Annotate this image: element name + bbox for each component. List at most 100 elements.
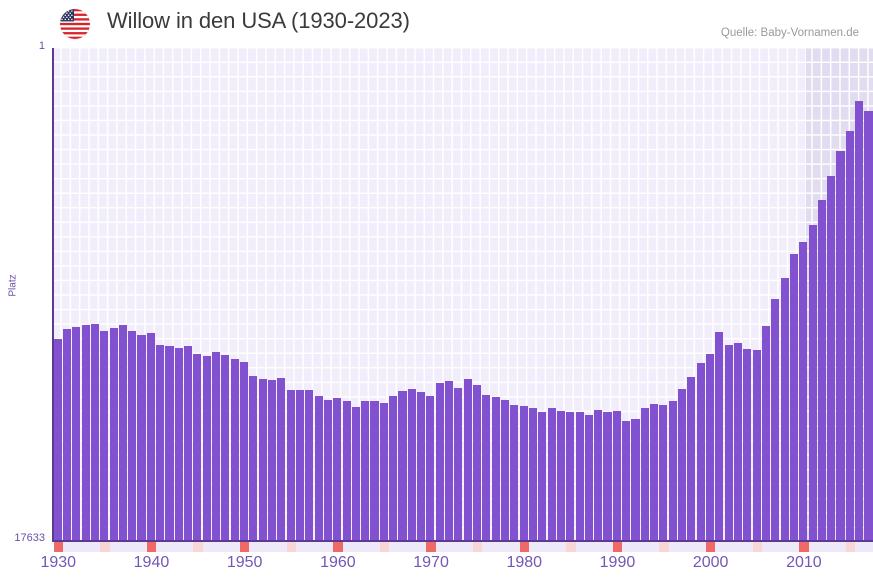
bar[interactable] bbox=[519, 406, 528, 542]
bar[interactable] bbox=[650, 404, 659, 542]
bar[interactable] bbox=[761, 326, 770, 542]
bar[interactable] bbox=[379, 403, 388, 542]
bar[interactable] bbox=[715, 332, 724, 542]
bar[interactable] bbox=[230, 359, 239, 542]
bar[interactable] bbox=[333, 398, 342, 542]
bar[interactable] bbox=[72, 327, 81, 542]
bar[interactable] bbox=[128, 331, 137, 542]
bar[interactable] bbox=[212, 352, 221, 542]
bar[interactable] bbox=[165, 346, 174, 542]
bar[interactable] bbox=[612, 411, 621, 542]
x-axis-tick-label: 1980 bbox=[506, 554, 543, 571]
bar[interactable] bbox=[733, 343, 743, 542]
bar[interactable] bbox=[817, 200, 826, 542]
bar[interactable] bbox=[566, 412, 575, 542]
bar[interactable] bbox=[463, 379, 472, 542]
bar[interactable] bbox=[62, 329, 71, 542]
x-axis-tick-minor bbox=[445, 542, 455, 552]
bar[interactable] bbox=[845, 131, 854, 542]
bar[interactable] bbox=[156, 345, 165, 542]
bar[interactable] bbox=[323, 400, 332, 542]
bar[interactable] bbox=[864, 111, 873, 542]
bar[interactable] bbox=[780, 278, 789, 542]
bar[interactable] bbox=[174, 348, 183, 542]
bar[interactable] bbox=[249, 376, 258, 542]
bar[interactable] bbox=[808, 225, 817, 542]
bar[interactable] bbox=[137, 335, 146, 542]
bar[interactable] bbox=[370, 401, 379, 542]
bar[interactable] bbox=[118, 325, 127, 542]
x-axis-tick-minor bbox=[743, 542, 753, 552]
bar[interactable] bbox=[836, 151, 845, 542]
bar[interactable] bbox=[547, 408, 556, 542]
bar[interactable] bbox=[789, 254, 798, 542]
bar[interactable] bbox=[53, 339, 62, 542]
bar[interactable] bbox=[743, 349, 752, 542]
bar[interactable] bbox=[500, 400, 510, 542]
bar[interactable] bbox=[90, 324, 99, 542]
x-axis-tick-minor bbox=[202, 542, 213, 552]
bar[interactable] bbox=[678, 389, 687, 542]
bar[interactable] bbox=[286, 390, 295, 542]
bar[interactable] bbox=[184, 346, 193, 542]
x-axis-tick-minor bbox=[827, 542, 837, 552]
bar[interactable] bbox=[603, 412, 612, 542]
bar[interactable] bbox=[799, 242, 808, 542]
bar[interactable] bbox=[445, 381, 454, 542]
bar[interactable] bbox=[556, 411, 565, 542]
x-axis-tick-minor bbox=[594, 542, 604, 552]
bar[interactable] bbox=[435, 383, 444, 542]
bar[interactable] bbox=[640, 408, 649, 542]
bar[interactable] bbox=[240, 362, 249, 542]
bar[interactable] bbox=[482, 395, 491, 542]
bar[interactable] bbox=[417, 392, 426, 542]
bar[interactable] bbox=[827, 176, 836, 542]
bar[interactable] bbox=[584, 415, 593, 542]
x-axis-tick-minor bbox=[528, 542, 539, 552]
bar[interactable] bbox=[100, 331, 109, 542]
bar[interactable] bbox=[510, 405, 519, 542]
bar[interactable] bbox=[426, 396, 435, 542]
bar[interactable] bbox=[706, 354, 715, 542]
bar[interactable] bbox=[724, 345, 733, 542]
bar[interactable] bbox=[855, 101, 864, 542]
bar[interactable] bbox=[146, 333, 155, 542]
bar[interactable] bbox=[193, 354, 202, 542]
bar[interactable] bbox=[696, 363, 705, 542]
bar[interactable] bbox=[305, 390, 314, 542]
bar[interactable] bbox=[314, 396, 323, 542]
bar[interactable] bbox=[687, 377, 696, 542]
bar[interactable] bbox=[594, 410, 603, 542]
bar[interactable] bbox=[258, 379, 267, 542]
bar[interactable] bbox=[351, 407, 360, 542]
bar[interactable] bbox=[202, 356, 211, 542]
bar[interactable] bbox=[221, 355, 230, 542]
bar[interactable] bbox=[295, 390, 304, 542]
bar[interactable] bbox=[342, 401, 351, 542]
bar[interactable] bbox=[659, 405, 668, 542]
bar[interactable] bbox=[389, 396, 398, 542]
bar[interactable] bbox=[528, 408, 537, 542]
bar[interactable] bbox=[109, 328, 118, 542]
bar[interactable] bbox=[81, 325, 90, 542]
x-axis-tick-minor bbox=[510, 542, 520, 552]
source-attribution: Quelle: Baby-Vornamen.de bbox=[720, 27, 859, 39]
bar[interactable] bbox=[454, 388, 463, 542]
bar[interactable] bbox=[631, 419, 640, 542]
x-axis-tick-minor bbox=[473, 542, 483, 552]
bar[interactable] bbox=[538, 412, 547, 542]
bar[interactable] bbox=[398, 391, 407, 542]
bar[interactable] bbox=[267, 380, 277, 542]
bar[interactable] bbox=[407, 389, 416, 542]
bar[interactable] bbox=[491, 397, 500, 542]
bar[interactable] bbox=[575, 412, 584, 542]
bar[interactable] bbox=[622, 421, 631, 542]
bar[interactable] bbox=[771, 299, 780, 542]
bar[interactable] bbox=[361, 401, 370, 542]
bar[interactable] bbox=[277, 378, 286, 542]
bar[interactable] bbox=[752, 350, 761, 542]
x-axis-tick-minor bbox=[342, 542, 352, 552]
bar[interactable] bbox=[668, 401, 677, 542]
x-axis-tick-minor bbox=[491, 542, 501, 552]
bar[interactable] bbox=[473, 385, 482, 542]
